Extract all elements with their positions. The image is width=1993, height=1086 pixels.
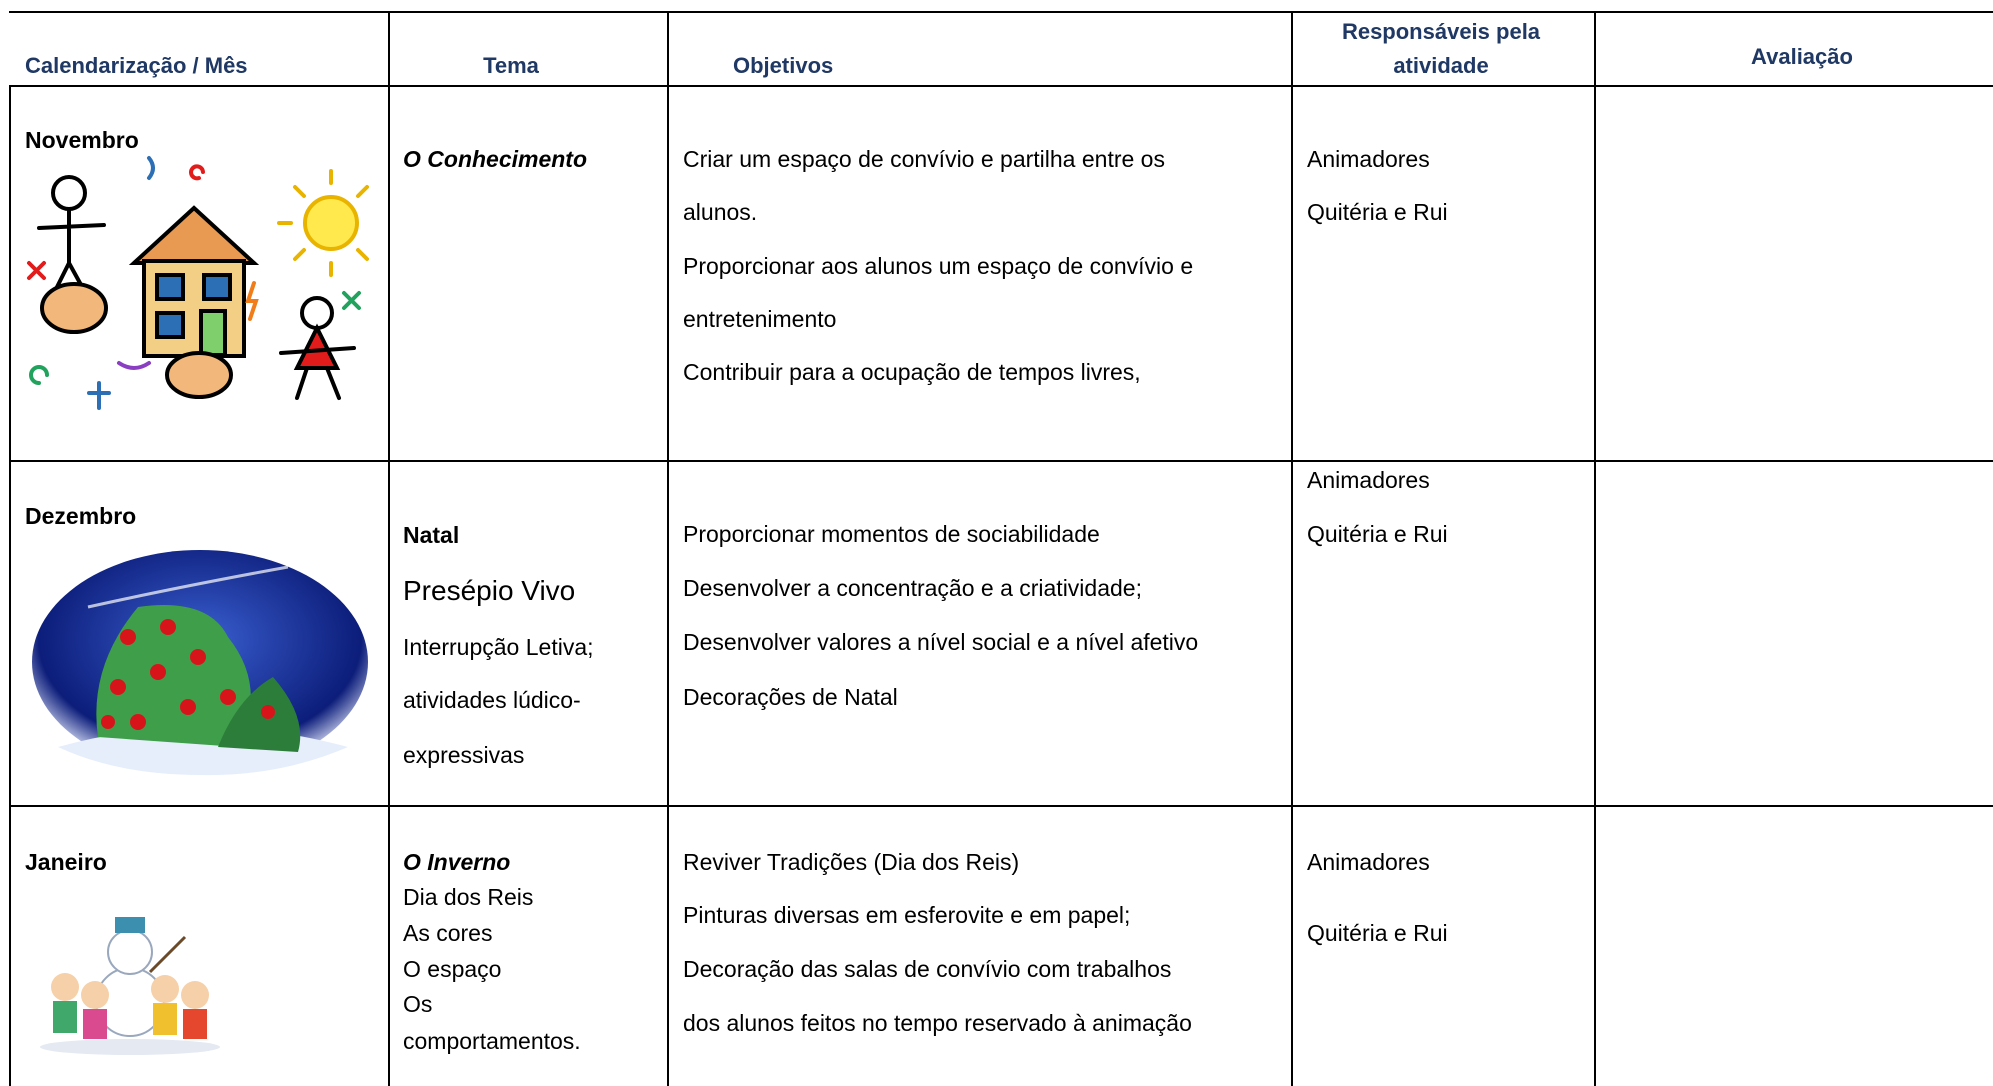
- responsible: Animadores: [1307, 849, 1430, 875]
- rule: [667, 11, 669, 1086]
- objective: dos alunos feitos no tempo reservado à a…: [683, 1010, 1192, 1036]
- objective: Reviver Tradições (Dia dos Reis): [683, 849, 1020, 875]
- theme: comportamentos.: [403, 1028, 581, 1054]
- rule: [9, 11, 1993, 13]
- objective: Contribuir para a ocupação de tempos liv…: [683, 359, 1141, 385]
- objective: Proporcionar momentos de sociabilidade: [683, 521, 1100, 547]
- rule: [9, 85, 11, 1086]
- rule: [1291, 11, 1293, 1086]
- objective: Decoração das salas de convívio com trab…: [683, 956, 1172, 982]
- rule: [1594, 11, 1596, 1086]
- rule: [388, 11, 390, 1086]
- responsible: Quitéria e Rui: [1307, 199, 1448, 225]
- theme: Interrupção Letiva;: [403, 634, 594, 660]
- rule: [9, 85, 1993, 87]
- theme: atividades lúdico-: [403, 687, 581, 713]
- header: Tema: [483, 53, 539, 78]
- month: Novembro: [25, 127, 139, 153]
- theme: O Conhecimento: [403, 146, 588, 172]
- responsible: Animadores: [1307, 467, 1430, 493]
- responsible: Quitéria e Rui: [1307, 920, 1448, 946]
- illustration: [32, 550, 368, 776]
- responsible: Animadores: [1307, 146, 1430, 172]
- theme: As cores: [403, 920, 493, 946]
- header: Responsáveis pela: [1341, 19, 1541, 44]
- objective: Desenvolver a concentração e a criativid…: [683, 575, 1142, 601]
- objective: Decorações de Natal: [683, 684, 898, 710]
- objective: Criar um espaço de convívio e partilha e…: [683, 146, 1165, 172]
- theme: Presépio Vivo: [403, 575, 576, 606]
- objective: entretenimento: [683, 306, 837, 332]
- month: Janeiro: [25, 849, 107, 875]
- objective: Pinturas diversas em esferovite e em pap…: [683, 902, 1131, 928]
- header: Objetivos: [733, 53, 834, 78]
- responsible: Quitéria e Rui: [1307, 521, 1448, 547]
- objective: Desenvolver valores a nível social e a n…: [683, 629, 1199, 655]
- objective: alunos.: [683, 199, 758, 225]
- theme: O espaço: [403, 956, 502, 982]
- theme: O Inverno: [403, 849, 511, 875]
- theme: Os: [403, 991, 433, 1017]
- theme: Natal: [403, 522, 460, 548]
- month: Dezembro: [25, 503, 137, 529]
- header: atividade: [1393, 53, 1489, 78]
- header: Calendarização / Mês: [25, 53, 248, 78]
- header: Avaliação: [1751, 44, 1853, 69]
- rule: [9, 460, 1993, 462]
- theme: Dia dos Reis: [403, 884, 534, 910]
- illustration: [27, 156, 369, 410]
- illustration: [40, 917, 220, 1055]
- objective: Proporcionar aos alunos um espaço de con…: [683, 253, 1194, 279]
- theme: expressivas: [403, 742, 525, 768]
- rule: [9, 805, 1993, 807]
